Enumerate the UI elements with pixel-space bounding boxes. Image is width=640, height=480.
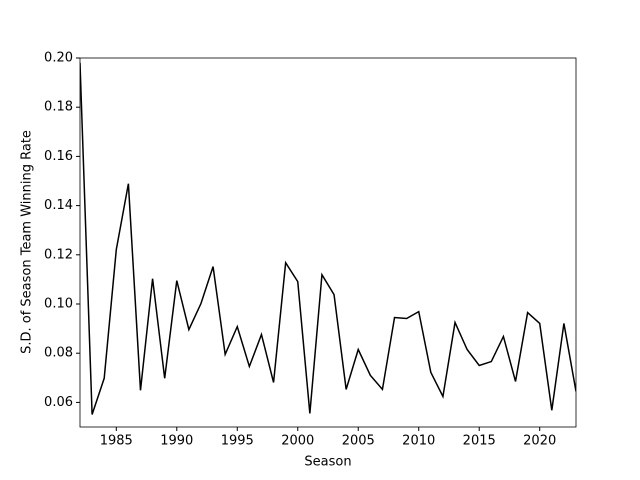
x-tick-label: 2015 (463, 434, 496, 449)
x-tick-label: 2000 (281, 434, 314, 449)
x-tick-label: 1995 (221, 434, 254, 449)
x-tick-label: 2020 (523, 434, 556, 449)
y-tick-label: 0.12 (44, 247, 73, 262)
y-tick-label: 0.20 (44, 51, 73, 66)
y-tick-label: 0.06 (44, 395, 73, 410)
y-tick-label: 0.18 (44, 100, 73, 115)
line (80, 62, 576, 415)
y-tick-label: 0.08 (44, 346, 73, 361)
y-tick-label: 0.14 (44, 198, 73, 213)
x-tick-label: 1990 (160, 434, 193, 449)
x-axis-label: Season (304, 455, 351, 470)
x-tick-label: 2005 (342, 434, 375, 449)
x-tick-label: 1985 (100, 434, 133, 449)
x-tick-label: 2010 (402, 434, 435, 449)
plot-frame (79, 57, 577, 428)
y-axis-label: S.D. of Season Team Winning Rate (20, 130, 35, 354)
y-tick-label: 0.16 (44, 149, 73, 164)
y-tick-label: 0.10 (44, 297, 73, 312)
